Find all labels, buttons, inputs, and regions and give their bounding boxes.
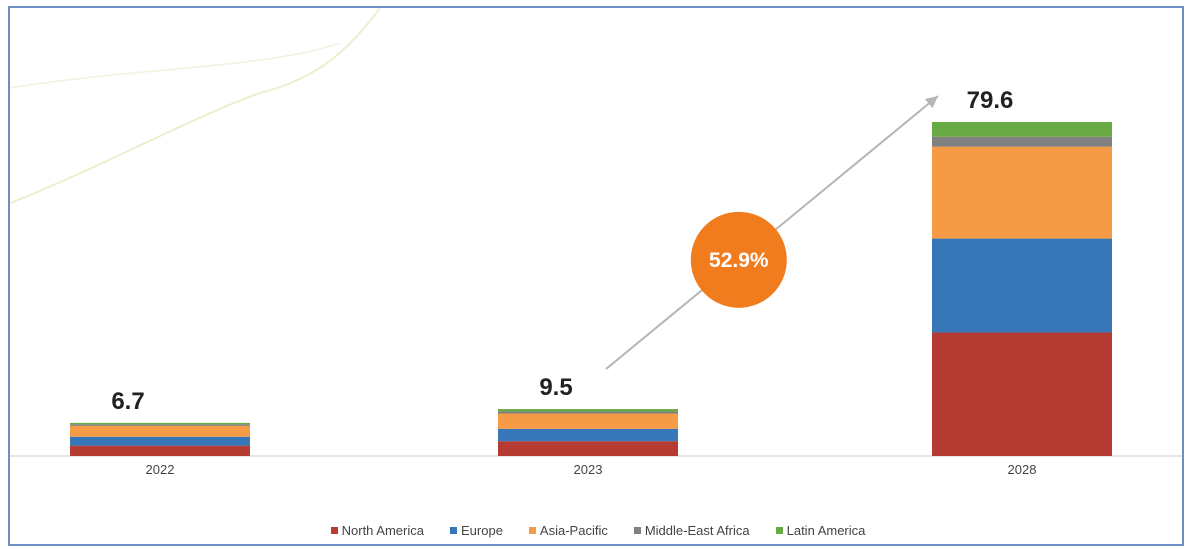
legend-item: North America [330,523,424,538]
bar-segment-2023-asia-pacific [498,413,678,429]
legend-swatch [450,527,457,534]
bar-segment-2028-middle-east-africa [932,136,1112,147]
legend-label: Latin America [786,523,866,538]
bar-segment-2022-europe [70,436,250,446]
legend-item: Europe [450,523,503,538]
background-decor-curve [10,8,381,204]
legend: North America Europe Asia-Pacific Middle-Ea… [10,523,1182,538]
bar-segment-2028-europe [932,238,1112,333]
cagr-label: 52.9% [709,249,769,272]
bar-segment-2028-asia-pacific [932,146,1112,239]
chart-canvas: 2022 2023 2028 6.7 9.5 79.6 52.9% [10,8,1182,477]
bar-segment-2022-north-america [70,445,250,456]
chart-frame: 2022 2023 2028 6.7 9.5 79.6 52.9% North Amer… [8,6,1184,546]
legend-label: Middle-East Africa [644,523,750,538]
x-tick-label: 2028 [1008,462,1037,477]
legend-label: Asia-Pacific [539,523,608,538]
legend-label: Europe [461,523,503,538]
bar-segment-2023-middle-east-africa [498,411,678,414]
bar-segment-2028-latin-america [932,121,1112,137]
x-tick-label: 2022 [146,462,175,477]
legend-item: Asia-Pacific [528,523,608,538]
total-label: 9.5 [539,374,572,401]
cagr-badge [690,211,787,308]
total-label: 6.7 [111,388,144,415]
legend-label: North America [341,523,424,538]
legend-swatch [633,527,641,534]
total-label: 79.6 [967,87,1014,114]
growth-arrow-head [924,95,938,109]
legend-swatch [330,527,338,534]
bar-segment-2022-asia-pacific [70,425,250,437]
bar-segment-2023-north-america [498,441,678,456]
bar-segment-2022-latin-america [70,422,250,425]
legend-swatch [775,527,783,534]
bar-segment-2022-middle-east-africa [70,424,250,426]
x-tick-label: 2023 [574,462,603,477]
bar-segment-2023-europe [498,428,678,442]
legend-item: Latin America [775,523,866,538]
bar-segment-2023-latin-america [498,409,678,412]
legend-swatch [528,527,536,534]
legend-item: Middle-East Africa [633,523,750,538]
background-decor-curve-2 [10,42,341,89]
bar-segment-2028-north-america [932,332,1112,456]
